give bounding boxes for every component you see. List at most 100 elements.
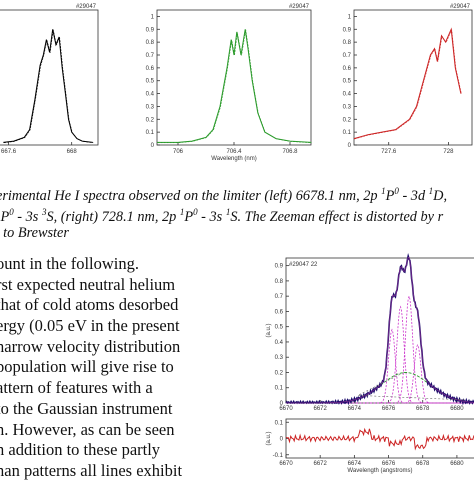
y-tick-label: 0.9 (343, 27, 352, 33)
y-axis-label: (a.u.) (266, 323, 272, 337)
y-tick-label: 0.5 (343, 79, 352, 85)
residual-y-tick-label: 0 (280, 437, 284, 443)
corner-label: #29047 (289, 4, 310, 10)
fit-plot-frame (285, 257, 474, 404)
y-tick-label: 0.4 (343, 92, 352, 98)
body-line: n addition to these partly (0, 440, 161, 460)
figure-caption: erimental He I spectra observed on the l… (0, 183, 474, 241)
y-tick-label: 0.4 (275, 340, 284, 346)
fit-plot: #29047 22 0.9 0.8 0.7 0.6 0.5 0.4 0.3 0.2 0.1 0 (a.… (266, 252, 474, 474)
y-tick-label: 0.3 (275, 355, 284, 361)
x-tick-label: 6676 (382, 406, 396, 412)
x-tick-label: 728 (443, 149, 454, 155)
y-tick-label: 0.4 (146, 92, 155, 98)
residual-x-tick-label: 6674 (348, 461, 362, 467)
y-tick-label: 0.1 (343, 130, 352, 136)
body-line: population will give rise to (0, 357, 174, 377)
residual-y-axis-label: (a.u.) (266, 431, 272, 445)
figure-right-spectrum: #29047 727.6 728 1 0.9 0.8 0.7 0.6 0.5 0.4 0.3 0.2 0… (340, 0, 474, 165)
envelope-line (357, 372, 466, 401)
figure-fit: #29047 22 0.9 0.8 0.7 0.6 0.5 0.4 0.3 0.2 0.1 0 (a.… (262, 236, 474, 474)
y-tick-label: 0.2 (343, 117, 352, 123)
residual-y-tick-label: -0.1 (273, 453, 284, 459)
broad-gaussian-line (286, 372, 474, 404)
body-line: nan patterns all lines exhibit (0, 460, 183, 480)
x-tick-label: 727.6 (381, 149, 397, 155)
body-line: ount in the following. (0, 254, 139, 273)
y-tick-label: 0.8 (275, 279, 284, 285)
y-tick-label: 0.5 (275, 325, 284, 331)
y-tick-label: 0.6 (275, 309, 284, 315)
spectrum-fit-line (3, 29, 94, 144)
x-axis-label: Wavelength (nm) (211, 156, 256, 162)
plot-frame (353, 9, 473, 146)
plot-frame (156, 9, 312, 146)
left-spectrum-plot: #29047 667.6 668 (0, 4, 99, 155)
body-text: ount in the following. rst expected neut… (0, 254, 261, 482)
y-tick-label: 0 (348, 143, 352, 149)
body-line: narrow velocity distribution (0, 336, 181, 356)
y-tick-label: 0.7 (343, 53, 352, 59)
y-tick-label: 0.2 (275, 370, 284, 376)
y-tick-label: 1 (151, 14, 155, 20)
y-tick-label: 0.8 (146, 40, 155, 46)
x-tick-label: 6672 (314, 406, 328, 412)
residual-y-tick-label: 0.1 (275, 420, 284, 426)
data-line (285, 252, 474, 406)
spectrum-fit-line (354, 28, 462, 140)
right-spectrum-plot: #29047 727.6 728 1 0.9 0.8 0.7 0.6 0.5 0.4 0.3 0.2 0… (343, 4, 473, 155)
y-tick-label: 0.9 (146, 27, 155, 33)
y-tick-label: 0.7 (275, 294, 284, 300)
corner-label: #29047 (450, 4, 471, 10)
spectrum-line (353, 27, 462, 140)
y-tick-label: 0.9 (275, 264, 284, 270)
y-tick-label: 0.2 (146, 117, 155, 123)
spectrum-line (157, 29, 312, 143)
caption-line-1: erimental He I spectra observed on the l… (0, 186, 448, 204)
x-tick-label: 667.6 (1, 149, 17, 155)
corner-label: #29047 (76, 4, 97, 10)
y-tick-label: 0 (280, 401, 284, 407)
y-tick-label: 0.1 (146, 130, 155, 136)
middle-spectrum-plot: #29047 706 706.4 706.8 1 0.9 0.8 0.7 0.6 0.5 0.4 0.… (146, 4, 312, 162)
x-tick-label: 668 (67, 149, 78, 155)
y-tick-label: 0.6 (146, 66, 155, 72)
body-line: to the Gaussian instrument (0, 398, 173, 418)
y-tick-label: 0.3 (146, 104, 155, 110)
caption-line-2: 1P0 - 3s 3S, (right) 728.1 nm, 2p 1P0 - … (0, 206, 444, 225)
residual-x-tick-label: 6680 (450, 461, 464, 467)
y-tick-label: 0.6 (343, 66, 352, 72)
y-tick-label: 0.3 (343, 104, 352, 110)
body-line: ergy (0.05 eV in the present (0, 316, 180, 336)
y-tick-label: 0.1 (275, 386, 284, 392)
x-tick-label: 6680 (450, 406, 464, 412)
residual-x-tick-label: 6670 (279, 461, 293, 467)
body-line: attern of features with a (0, 378, 153, 398)
figure-middle-spectrum: #29047 706 706.4 706.8 1 0.9 0.8 0.7 0.6 0.5 0.4 0.… (143, 0, 313, 165)
y-tick-label: 1 (348, 14, 352, 20)
residual-x-tick-label: 6676 (382, 461, 396, 467)
x-tick-label: 6678 (416, 406, 430, 412)
y-tick-label: 0.5 (146, 79, 155, 85)
body-line: rst expected neutral helium (0, 274, 176, 294)
fit-corner-label: #29047 22 (289, 262, 318, 268)
y-tick-label: 0.7 (146, 53, 155, 59)
caption-line-3: · to Brewster (0, 224, 69, 241)
x-tick-label: 706.8 (282, 149, 298, 155)
y-tick-label: 0 (151, 143, 155, 149)
body-line: n. However, as can be seen (0, 419, 175, 439)
x-tick-label: 706.4 (226, 149, 242, 155)
figure-left-spectrum: #29047 667.6 668 (0, 0, 108, 160)
spectrum-line (3, 29, 93, 143)
x-tick-label: 6670 (279, 406, 293, 412)
x-axis-label: Wavelength (angstroms) (347, 468, 412, 474)
x-tick-label: 6674 (348, 406, 362, 412)
fit-line (286, 256, 474, 404)
plot-frame (0, 9, 99, 146)
residual-x-tick-label: 6672 (314, 461, 328, 467)
component-line (286, 294, 474, 404)
x-tick-label: 706 (173, 149, 184, 155)
y-tick-label: 0.8 (343, 40, 352, 46)
residual-x-tick-label: 6678 (416, 461, 430, 467)
component-line (286, 328, 474, 404)
